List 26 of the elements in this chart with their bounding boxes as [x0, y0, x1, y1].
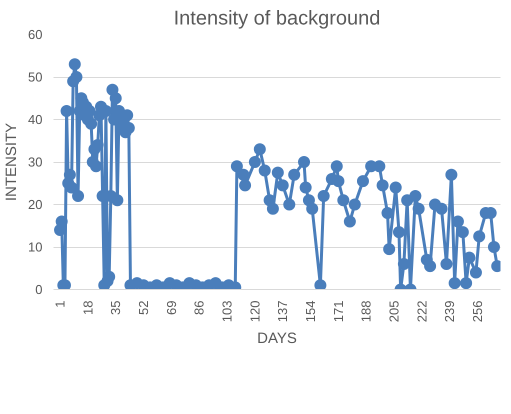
x-tick-label: 256 [470, 300, 486, 322]
x-tick-label: 205 [386, 300, 402, 322]
x-tick-label: 52 [136, 300, 152, 315]
y-tick-label: 0 [35, 282, 43, 297]
chart-title: Intensity of background [174, 8, 380, 30]
x-tick-label: 154 [303, 300, 318, 322]
x-tick-label: 69 [164, 300, 179, 315]
x-tick-label: 18 [80, 300, 96, 315]
x-tick-label: 171 [330, 300, 346, 322]
x-tick-label: 35 [108, 300, 124, 315]
x-axis-title: DAYS [257, 330, 297, 348]
x-tick-label: 137 [275, 300, 290, 322]
y-tick-label: 50 [28, 70, 43, 84]
y-tick-label: 40 [28, 112, 43, 127]
y-tick-label: 30 [28, 154, 43, 170]
y-axis-title: INTENSITY [3, 122, 20, 202]
x-tick-label: 86 [192, 300, 207, 315]
x-tick-label: 103 [220, 300, 235, 322]
x-tick-label: 239 [442, 300, 458, 322]
x-tick-label: 222 [414, 300, 430, 322]
x-tick-label: 120 [247, 300, 262, 322]
y-tick-label: 10 [28, 240, 43, 254]
x-tick-label: 1 [52, 300, 68, 308]
y-tick-label: 60 [28, 27, 43, 42]
y-tick-label: 20 [28, 197, 43, 212]
x-tick-label: 188 [358, 300, 374, 322]
